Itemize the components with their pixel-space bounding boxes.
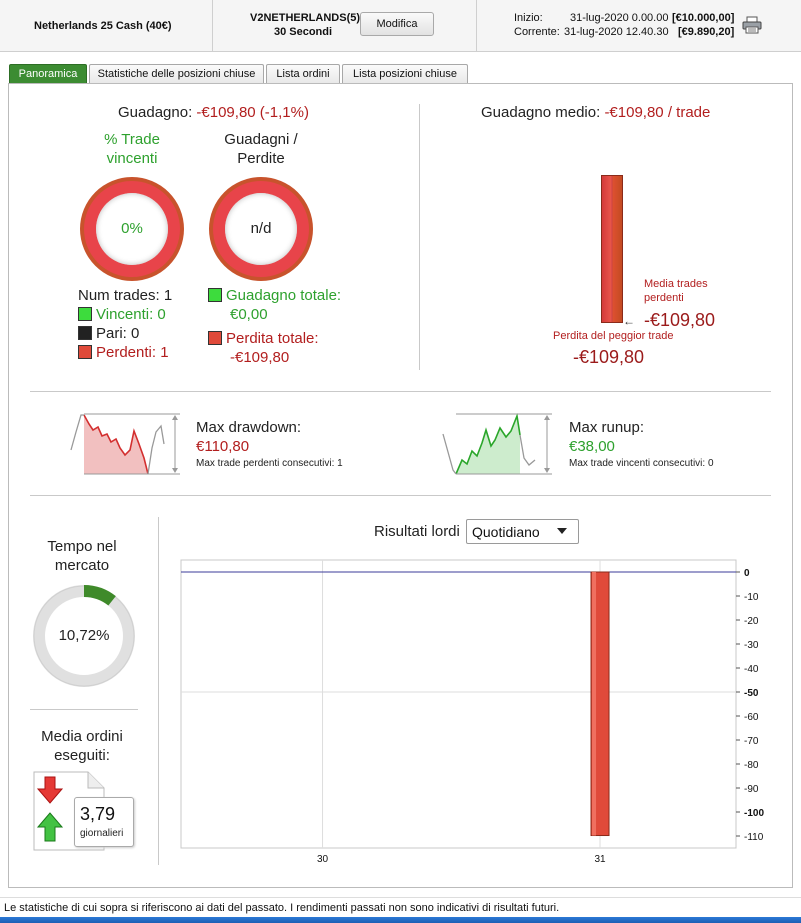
y-tick-label: -90	[744, 784, 759, 795]
total-gain-row: Guadagno totale:	[208, 287, 341, 304]
modify-button[interactable]: Modifica	[360, 12, 434, 36]
total-loss-value: -€109,80	[230, 349, 290, 366]
bar-highlight	[592, 572, 597, 836]
even-row: Pari: 0	[78, 325, 139, 342]
runup-sparkline-icon	[442, 413, 552, 475]
y-tick-label: -30	[744, 640, 759, 651]
current-label: Corrente:	[514, 26, 560, 38]
y-tick-label: -10	[744, 592, 759, 603]
avg-gain-summary: Guadagno medio: -€109,80 / trade	[481, 104, 710, 121]
avg-gain-value: -€109,80 / trade	[604, 104, 711, 121]
tab-panoramica[interactable]: Panoramica	[9, 64, 87, 84]
time-in-market-title: Tempo nel mercato	[47, 538, 117, 574]
gain-summary: Guadagno: -€109,80 (-1,1%)	[118, 104, 309, 121]
total-gain-swatch	[208, 288, 222, 302]
drawdown-consecutive: Max trade perdenti consecutivi: 1	[196, 458, 343, 469]
header-bar: Netherlands 25 Cash (40€) V2NETHERLANDS(…	[0, 0, 801, 52]
even-count: Pari: 0	[96, 325, 140, 342]
print-icon[interactable]	[742, 16, 762, 34]
divider	[30, 391, 771, 392]
y-tick-label: 0	[744, 568, 750, 579]
current-value: [€9.890,20]	[678, 26, 735, 38]
runup-consecutive: Max trade vincenti consecutivi: 0	[569, 458, 714, 469]
y-tick-label: -60	[744, 712, 759, 723]
tab-closed-positions[interactable]: Lista posizioni chiuse	[342, 64, 468, 84]
header-divider	[212, 0, 213, 52]
y-tick-label: -40	[744, 664, 759, 675]
y-tick-label: -80	[744, 760, 759, 771]
win-loss-title: Guadagni / Perdite	[224, 131, 298, 167]
time-in-market-value: 10,72%	[58, 627, 110, 644]
results-title: Risultati lordi	[374, 523, 460, 540]
orders-unit: giornalieri	[80, 828, 124, 839]
plot-area	[180, 559, 737, 849]
num-trades: Num trades: 1	[78, 287, 173, 304]
section-divider	[419, 104, 420, 370]
avg-loss-bar	[601, 175, 623, 323]
runup-value: €38,00	[569, 438, 615, 455]
win-loss-value: n/d	[250, 220, 272, 237]
orders-value: 3,79	[80, 804, 116, 824]
runup-label: Max runup:	[569, 419, 645, 436]
avg-trades-label: Media trades perdenti	[644, 278, 708, 304]
total-gain-label: Guadagno totale:	[226, 287, 342, 304]
total-loss-label: Perdita totale:	[226, 330, 319, 347]
divider	[30, 495, 771, 496]
y-tick-label: -100	[744, 808, 764, 819]
y-tick-label: -110	[744, 832, 764, 843]
total-loss-row: Perdita totale:	[208, 330, 319, 347]
avg-trades-value: -€109,80	[644, 310, 716, 330]
y-tick-label: -70	[744, 736, 759, 747]
drawdown-value: €110,80	[196, 438, 250, 455]
tab-closed-stats[interactable]: Statistiche delle posizioni chiuse	[89, 64, 264, 84]
y-tick-label: -50	[744, 688, 759, 699]
orders-box	[74, 797, 134, 847]
divider	[30, 709, 138, 710]
drawdown-label: Max drawdown:	[196, 419, 302, 436]
even-swatch	[78, 326, 92, 340]
orders-title: Media ordini eseguiti:	[41, 728, 123, 764]
win-loss-gauge-center	[225, 193, 297, 265]
losers-count: Perdenti: 1	[96, 344, 169, 361]
losers-row: Perdenti: 1	[78, 344, 169, 361]
start-label: Inizio:	[514, 12, 543, 24]
winners-count: Vincenti: 0	[96, 306, 166, 323]
worst-trade-value: -€109,80	[573, 347, 645, 367]
win-pct-value: 0%	[121, 220, 143, 237]
gain-label: Guadagno:	[118, 104, 193, 121]
disclaimer-footer: Le statistiche di cui sopra si riferisco…	[0, 897, 801, 917]
start-value: [€10.000,00]	[672, 12, 735, 24]
period-selected: Quotidiano	[472, 524, 540, 540]
time-in-market-gauge	[33, 585, 135, 687]
drawdown-sparkline-icon	[70, 413, 180, 475]
strategy-timeframe: 30 Secondi	[273, 26, 333, 38]
win-pct-title: % Trade vincenti	[104, 131, 160, 167]
x-tick-label: 30	[317, 854, 329, 865]
losers-swatch	[78, 345, 92, 359]
current-date: 31-lug-2020 12.40.30	[564, 26, 669, 38]
start-date: 31-lug-2020 0.00.00	[570, 12, 669, 24]
winners-row: Vincenti: 0	[78, 306, 166, 323]
results-chart: 0 -10 -20 -30 -40 -50 -60 -70 -80 -90 -100 -110 30 31	[180, 559, 764, 865]
taskbar-strip	[0, 917, 801, 923]
header-divider	[476, 0, 477, 52]
section-divider	[158, 517, 159, 865]
worst-trade-label: Perdita del peggior trade	[553, 330, 674, 342]
tab-order-list[interactable]: Lista ordini	[266, 64, 340, 84]
chevron-down-icon	[557, 528, 567, 534]
period-dropdown[interactable]: Quotidiano	[466, 519, 579, 544]
winners-swatch	[78, 307, 92, 321]
avg-gain-label: Guadagno medio:	[481, 104, 601, 121]
y-tick-label: -20	[744, 616, 759, 627]
gain-value: -€109,80 (-1,1%)	[196, 104, 309, 121]
instrument-name: Netherlands 25 Cash (40€)	[34, 20, 172, 32]
total-loss-swatch	[208, 331, 222, 345]
strategy-name: V2NETHERLANDS(5)	[250, 12, 361, 24]
arrow-left-icon: ←	[623, 314, 635, 328]
x-tick-label: 31	[594, 854, 606, 865]
win-pct-gauge-center	[96, 193, 168, 265]
total-gain-value: €0,00	[230, 306, 268, 323]
